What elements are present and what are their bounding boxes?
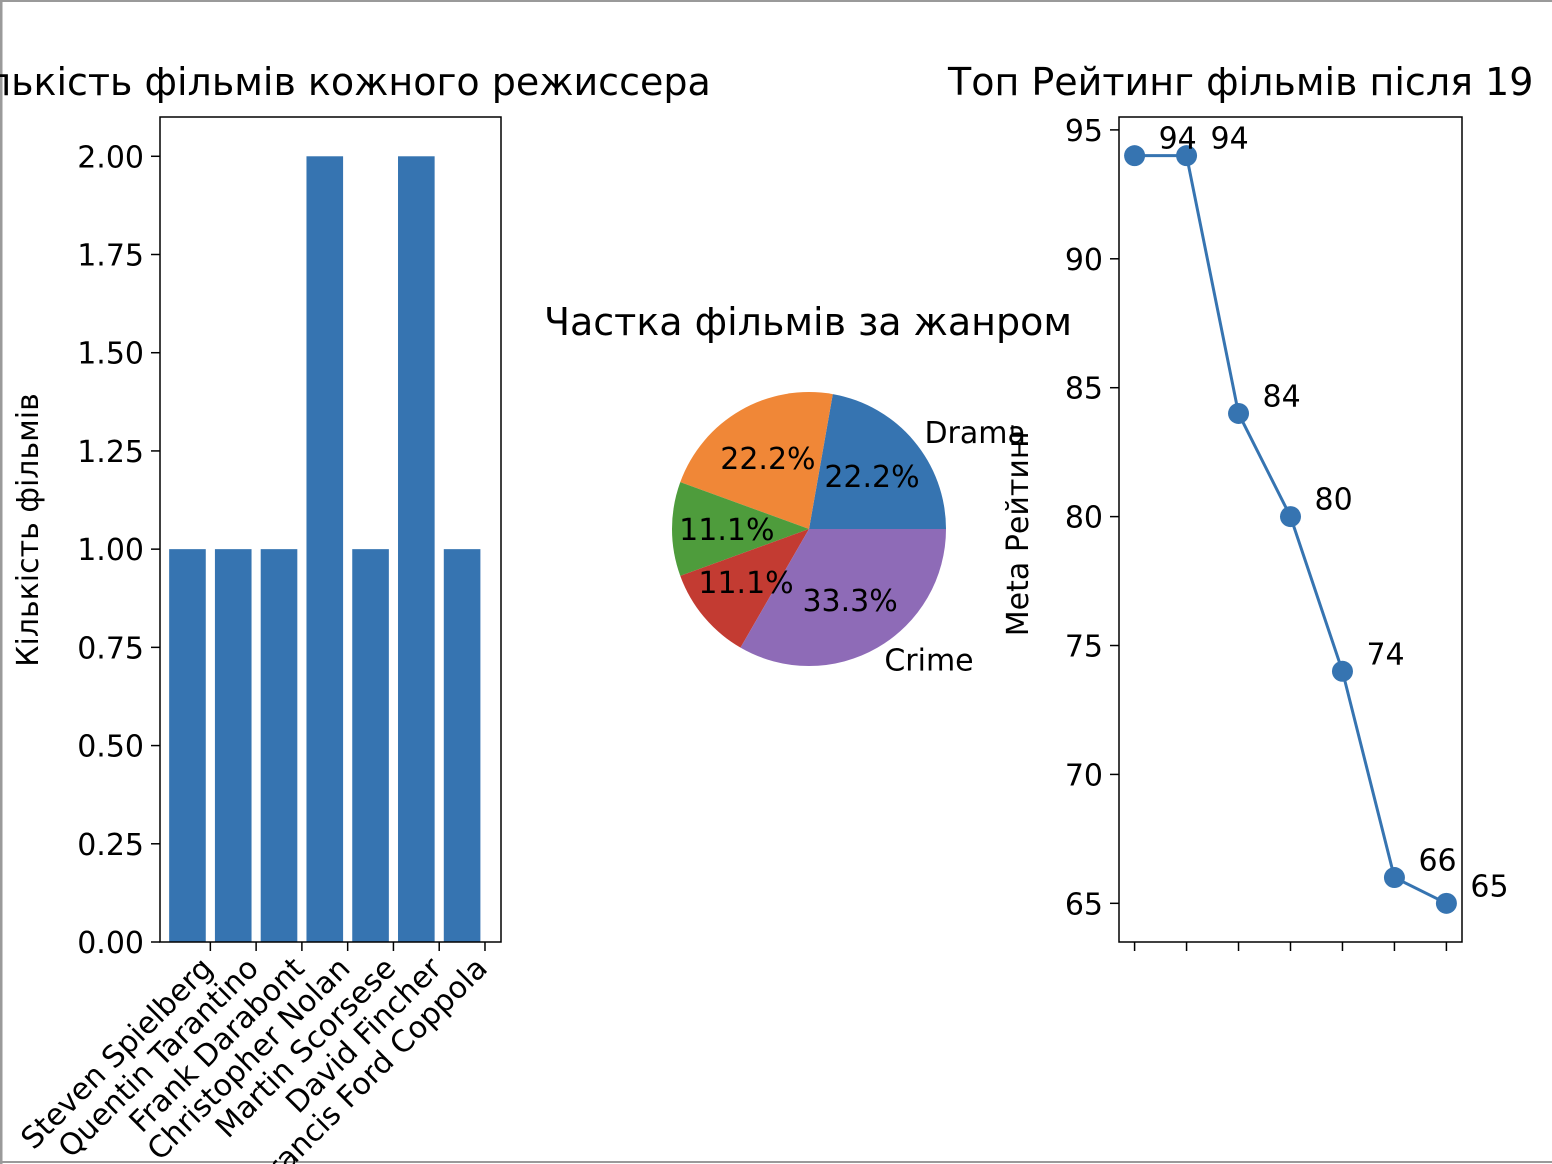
pie-pct-label: 22.2% (720, 442, 815, 477)
line-data-label: 65 (1470, 869, 1508, 904)
line-point (1124, 145, 1146, 167)
bar-chart-ylabel: Кількість фільмів (11, 393, 46, 667)
line-series (1124, 145, 1457, 914)
pie-chart-title: Частка фільмів за жанром (544, 300, 1072, 344)
pie-slice (740, 529, 946, 666)
pie-pct-label: 22.2% (824, 460, 919, 495)
bar-chart-title: Кількість фільмів кожного режиссера (0, 60, 711, 104)
bar (260, 549, 298, 942)
pie-slices (671, 392, 946, 666)
line-point (1383, 867, 1405, 889)
line-point (1331, 660, 1353, 682)
bar-ytick-label: 0.50 (77, 730, 144, 765)
line-data-label: 66 (1418, 844, 1456, 879)
line-data-labels: 94 94 84 80 74 66 65 (1159, 122, 1509, 905)
bar-ytick-label: 0.75 (77, 631, 144, 666)
pie-slice (680, 529, 809, 648)
bar-ytick-label: 1.00 (77, 533, 144, 568)
line-x-ticks (1133, 942, 1448, 951)
line-chart-ylabel: Meta Рейтинг (1001, 424, 1036, 636)
line-ytick-label: 65 (1065, 887, 1103, 922)
bar (214, 549, 252, 942)
pie-pct-label: 33.3% (802, 584, 897, 619)
line-data-label: 74 (1366, 637, 1404, 672)
line-plot-frame (1118, 116, 1463, 943)
bar-ytick-label: 1.25 (77, 435, 144, 470)
line-chart-title: Топ Рейтинг фільмів після 19 (947, 60, 1533, 104)
line-data-label: 84 (1263, 379, 1301, 414)
line-ytick-label: 70 (1065, 758, 1103, 793)
line-point (1228, 402, 1250, 424)
line-ytick-label: 80 (1065, 501, 1103, 536)
line-y-ticks: 65 70 75 80 85 90 95 (1065, 114, 1119, 922)
line-ytick-label: 75 (1065, 630, 1103, 665)
line-ytick-label: 95 (1065, 114, 1103, 149)
bar-series (169, 156, 481, 943)
bar (306, 156, 344, 943)
line-point (1435, 892, 1457, 914)
line-data-label: 80 (1315, 483, 1353, 518)
rating-line-chart: Топ Рейтинг фільмів після 19 Meta Рейтин… (947, 60, 1533, 951)
pie-slice-label: Crime (884, 644, 973, 679)
pie-slice-label: Drama (924, 416, 1025, 451)
bar-ytick-label: 0.25 (77, 828, 144, 863)
line-ytick-label: 85 (1065, 372, 1103, 407)
pie-slice (809, 394, 946, 529)
pie-slice (680, 392, 833, 529)
genre-pie-chart: Частка фільмів за жанром 22.2%Drama22.2%… (544, 300, 1072, 679)
pie-pct-label: 11.1% (679, 513, 774, 548)
line-point (1176, 145, 1198, 167)
bar-y-ticks: 0.00 0.25 0.50 0.75 1.00 1.25 1.50 1.75 2.00 (77, 140, 160, 961)
bar-plot-frame (159, 116, 502, 943)
bar (398, 156, 435, 943)
line-data-label: 94 (1159, 122, 1197, 157)
bar-ytick-label: 2.00 (77, 140, 144, 175)
bar-ytick-label: 0.00 (77, 926, 144, 961)
bar (352, 549, 389, 942)
bar-ytick-label: 1.50 (77, 337, 144, 372)
bar-ytick-label: 1.75 (77, 239, 144, 274)
line-data-label: 94 (1211, 122, 1249, 157)
line-ytick-label: 90 (1065, 243, 1103, 278)
bar (169, 549, 206, 942)
bar (443, 549, 481, 942)
pie-slice (671, 482, 809, 576)
pie-pct-label: 11.1% (698, 566, 793, 601)
line-point (1280, 506, 1301, 528)
